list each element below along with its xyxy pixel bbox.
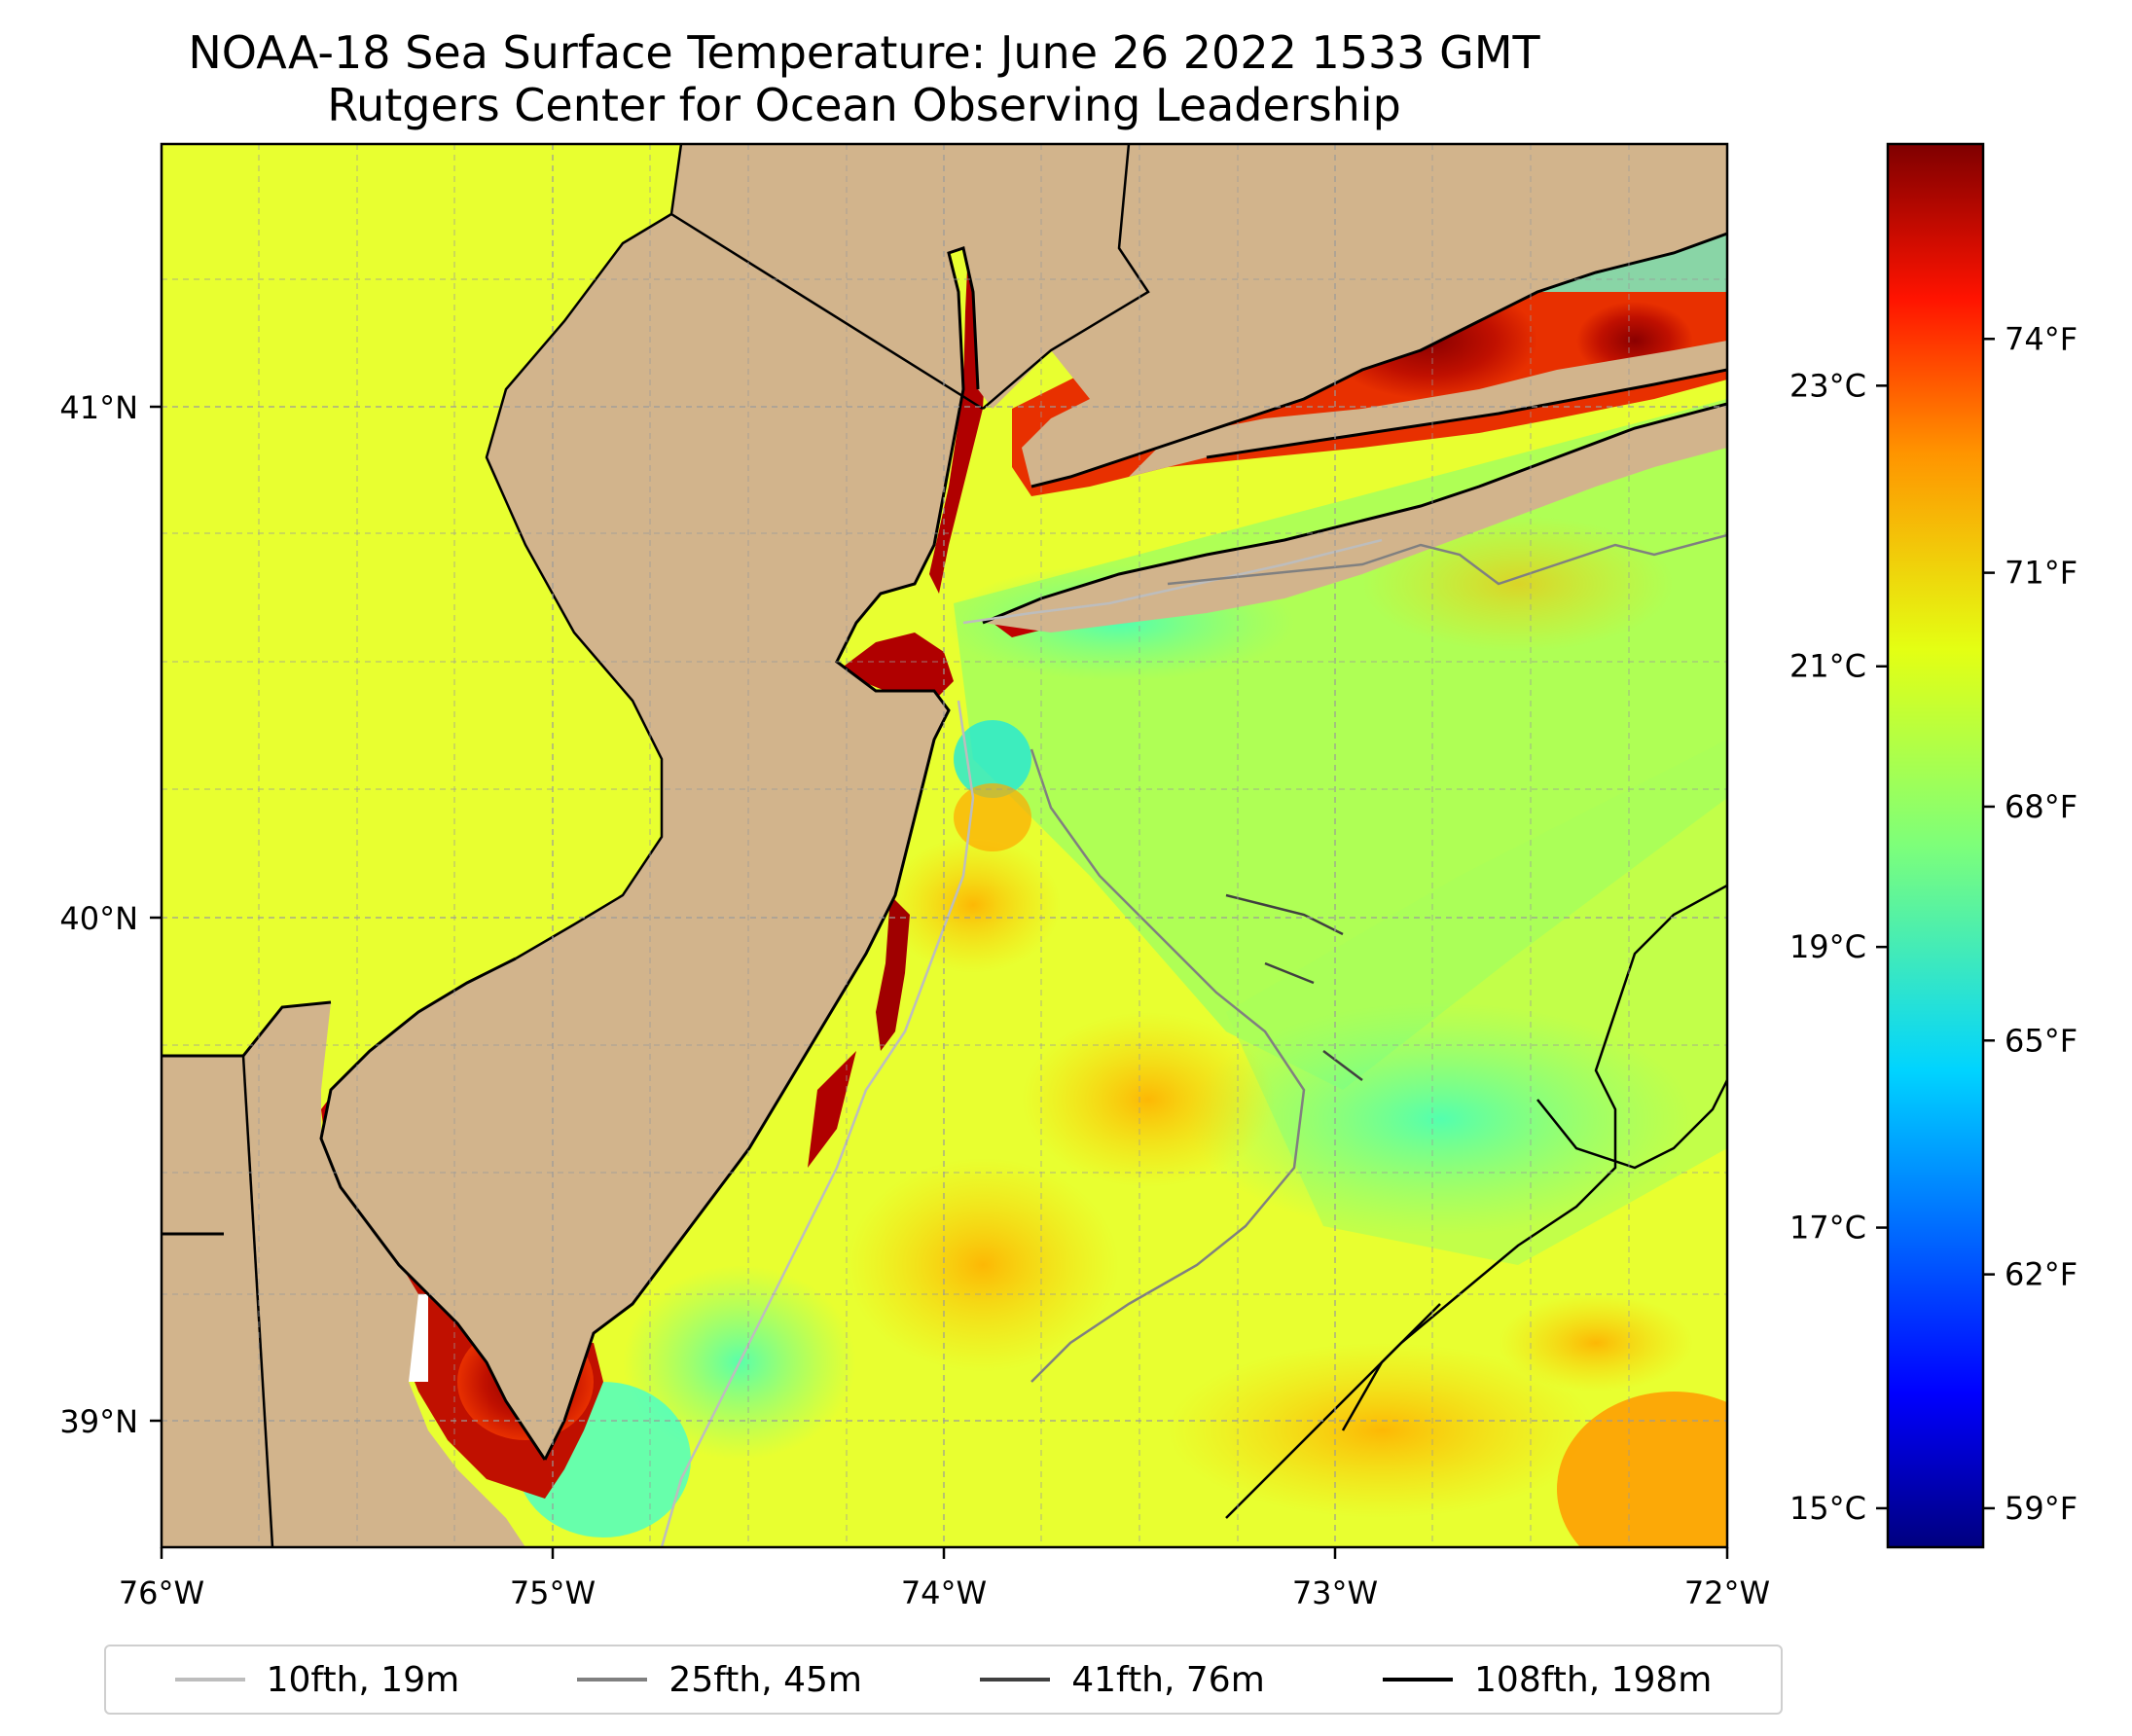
colorbar-c-tick-label: 17°C [1789,1210,1866,1247]
land-long-island [983,404,1727,633]
land-delaware [162,1002,525,1547]
colorbar-f-tick-label: 68°F [2005,788,2078,825]
colorbar-c-tick-label: 21°C [1789,648,1866,685]
colorbar-f-tick-label: 71°F [2005,555,2078,592]
legend-label: 108fth, 198m [1474,1659,1713,1700]
legend-line-swatch [1383,1678,1454,1682]
legend-label: 10fth, 19m [266,1659,460,1700]
state-borders [241,144,1150,1547]
legend-line-swatch [174,1678,245,1682]
legend-item: 10fth, 19m [174,1659,460,1700]
map-title-line-1: NOAA-18 Sea Surface Temperature: June 26… [188,26,1540,79]
land-connecticut [1022,144,1727,487]
lon-tick-label: 73°W [1292,1574,1378,1611]
colorbar-c-tick-label: 19°C [1789,928,1866,965]
colorbar [1886,142,1985,1549]
colorbar-c-tick-label: 15°C [1789,1490,1866,1527]
lat-ticks [150,405,162,1423]
lon-tick-label: 75°W [510,1574,596,1611]
lon-tick-label: 72°W [1684,1574,1770,1611]
lon-tick-label: 74°W [901,1574,987,1611]
bathymetry-contours [660,533,1727,1547]
map-gridlines [162,144,1727,1547]
lat-tick-label: 40°N [59,900,138,937]
coastline [162,232,1727,1461]
colorbar-ticks: 74°F 71°F 68°F 65°F 62°F 59°F 23°C 21°C 19°C 17°C… [1789,320,2078,1527]
legend-item: 108fth, 198m [1383,1660,1712,1700]
lat-tick-label: 41°N [59,389,138,426]
colorbar-f-tick-label: 62°F [2005,1256,2078,1293]
map-plot-area [162,144,1727,1547]
lat-tick-label: 39°N [59,1403,138,1440]
legend-line-swatch [980,1678,1051,1682]
legend-line-swatch [577,1678,648,1682]
colorbar-f-tick-label: 74°F [2005,320,2078,357]
colorbar-f-tick-label: 59°F [2005,1490,2078,1527]
colorbar-f-tick-label: 65°F [2005,1022,2078,1059]
land-mainland [162,144,1148,1460]
lon-ticks [160,1547,1729,1559]
legend-item: 25fth, 45m [577,1660,862,1700]
map-title-line-2: Rutgers Center for Ocean Observing Leade… [327,79,1401,131]
bathymetry-legend: 10fth, 19m 25fth, 45m 41fth, 76m 108fth,… [104,1645,1783,1715]
legend-label: 25fth, 45m [669,1659,862,1700]
colorbar-c-tick-label: 23°C [1789,367,1866,404]
lon-tick-label: 76°W [119,1574,204,1611]
legend-item: 41fth, 76m [980,1660,1265,1700]
legend-label: 41fth, 76m [1071,1659,1265,1700]
